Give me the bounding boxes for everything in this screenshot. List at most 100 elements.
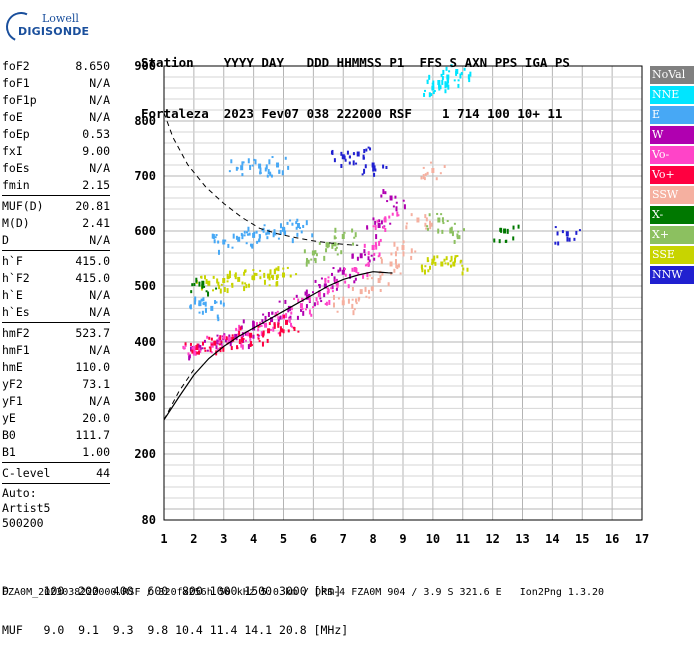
data-point-fragment	[354, 232, 357, 238]
data-point-fragment	[442, 222, 445, 225]
param-row: foE N/A	[2, 109, 110, 126]
data-point-fragment	[282, 267, 285, 270]
data-point-fragment	[368, 259, 371, 263]
data-point	[201, 280, 205, 286]
param-key: B0	[2, 428, 16, 442]
data-point-fragment	[316, 301, 319, 306]
data-point-fragment	[332, 267, 335, 270]
data-point-fragment	[430, 93, 433, 97]
data-point-fragment	[426, 225, 429, 228]
data-point-fragment	[269, 328, 272, 331]
data-point-fragment	[216, 278, 219, 284]
data-point-fragment	[210, 343, 213, 346]
data-point-fragment	[307, 259, 310, 264]
data-point-fragment	[204, 275, 207, 280]
muf-row: MUF 9.0 9.1 9.3 9.8 10.4 11.4 14.1 20.8 …	[2, 623, 349, 637]
data-point-fragment	[446, 220, 449, 223]
data-point-fragment	[436, 212, 439, 215]
data-point-fragment	[313, 257, 316, 261]
data-point-fragment	[273, 229, 276, 234]
data-point	[237, 276, 241, 282]
param-key: foF1	[2, 76, 30, 90]
param-row: B1 1.00	[2, 444, 110, 461]
data-point-fragment	[245, 284, 248, 289]
data-point-fragment	[454, 255, 457, 259]
data-point	[371, 162, 375, 168]
param-value: N/A	[89, 161, 110, 175]
data-point-fragment	[336, 243, 339, 246]
data-point-fragment	[410, 213, 413, 217]
data-point-fragment	[382, 164, 385, 169]
data-point	[416, 217, 420, 223]
data-point	[284, 319, 288, 325]
data-point-fragment	[235, 327, 238, 331]
data-point-fragment	[435, 177, 438, 181]
param-row: foF1 N/A	[2, 75, 110, 92]
data-point-fragment	[241, 339, 244, 343]
param-row: hmF1 N/A	[2, 342, 110, 359]
data-point-fragment	[281, 170, 284, 176]
data-point-fragment	[225, 336, 228, 341]
data-point	[249, 332, 253, 338]
data-point-fragment	[219, 288, 222, 294]
data-point-fragment	[300, 308, 303, 312]
data-point-fragment	[289, 274, 292, 278]
data-point	[296, 223, 300, 228]
data-point-fragment	[372, 217, 375, 221]
data-point-fragment	[310, 258, 313, 261]
param-key: fmin	[2, 178, 30, 192]
data-point-fragment	[381, 272, 384, 276]
param-row: fxI 9.00	[2, 143, 110, 160]
data-point	[264, 322, 268, 328]
data-point-fragment	[459, 73, 462, 79]
data-point-fragment	[308, 309, 311, 315]
param-key: foF1p	[2, 93, 37, 107]
param-row: yE 20.0	[2, 410, 110, 427]
data-point-fragment	[241, 161, 244, 166]
data-point-fragment	[348, 161, 351, 165]
data-point-fragment	[308, 293, 311, 296]
data-point-fragment	[424, 265, 427, 268]
legend-item-sse: SSE	[650, 246, 694, 264]
data-point-fragment	[468, 77, 471, 83]
data-point-fragment	[253, 272, 256, 276]
data-point-fragment	[337, 269, 340, 273]
data-point-fragment	[275, 275, 278, 281]
param-value: 2.41	[82, 216, 110, 230]
data-point-fragment	[373, 167, 376, 170]
data-point-fragment	[252, 321, 255, 327]
data-point-fragment	[424, 214, 427, 219]
data-point-fragment	[300, 297, 303, 300]
data-point-fragment	[351, 228, 354, 233]
dashed-profile-upper	[163, 112, 359, 246]
data-point-fragment	[343, 268, 346, 271]
data-point-fragment	[199, 349, 202, 353]
data-point-fragment	[258, 340, 261, 343]
data-point-fragment	[355, 267, 358, 273]
data-point-fragment	[182, 345, 185, 349]
data-point	[440, 261, 444, 267]
legend-item-nnw: NNW	[650, 266, 694, 284]
data-point-fragment	[272, 232, 275, 238]
data-point-fragment	[256, 333, 259, 336]
data-point-fragment	[305, 261, 308, 267]
data-point-fragment	[228, 270, 231, 276]
param-value: 523.7	[75, 326, 110, 340]
data-point-fragment	[189, 346, 192, 352]
data-point-fragment	[279, 223, 282, 229]
data-point-fragment	[351, 286, 354, 291]
param-key: hmF2	[2, 326, 30, 340]
data-point-fragment	[266, 236, 269, 240]
data-point-fragment	[391, 212, 394, 216]
data-point-fragment	[347, 284, 350, 289]
data-point-fragment	[410, 248, 413, 254]
param-value: N/A	[89, 93, 110, 107]
data-point-fragment	[379, 275, 382, 281]
series-sse	[195, 255, 469, 294]
data-point-fragment	[399, 272, 402, 275]
data-point	[341, 269, 345, 275]
legend-item-x-: X+	[650, 226, 694, 244]
data-point-fragment	[241, 173, 244, 177]
data-point	[207, 280, 211, 286]
series-e	[189, 156, 314, 322]
